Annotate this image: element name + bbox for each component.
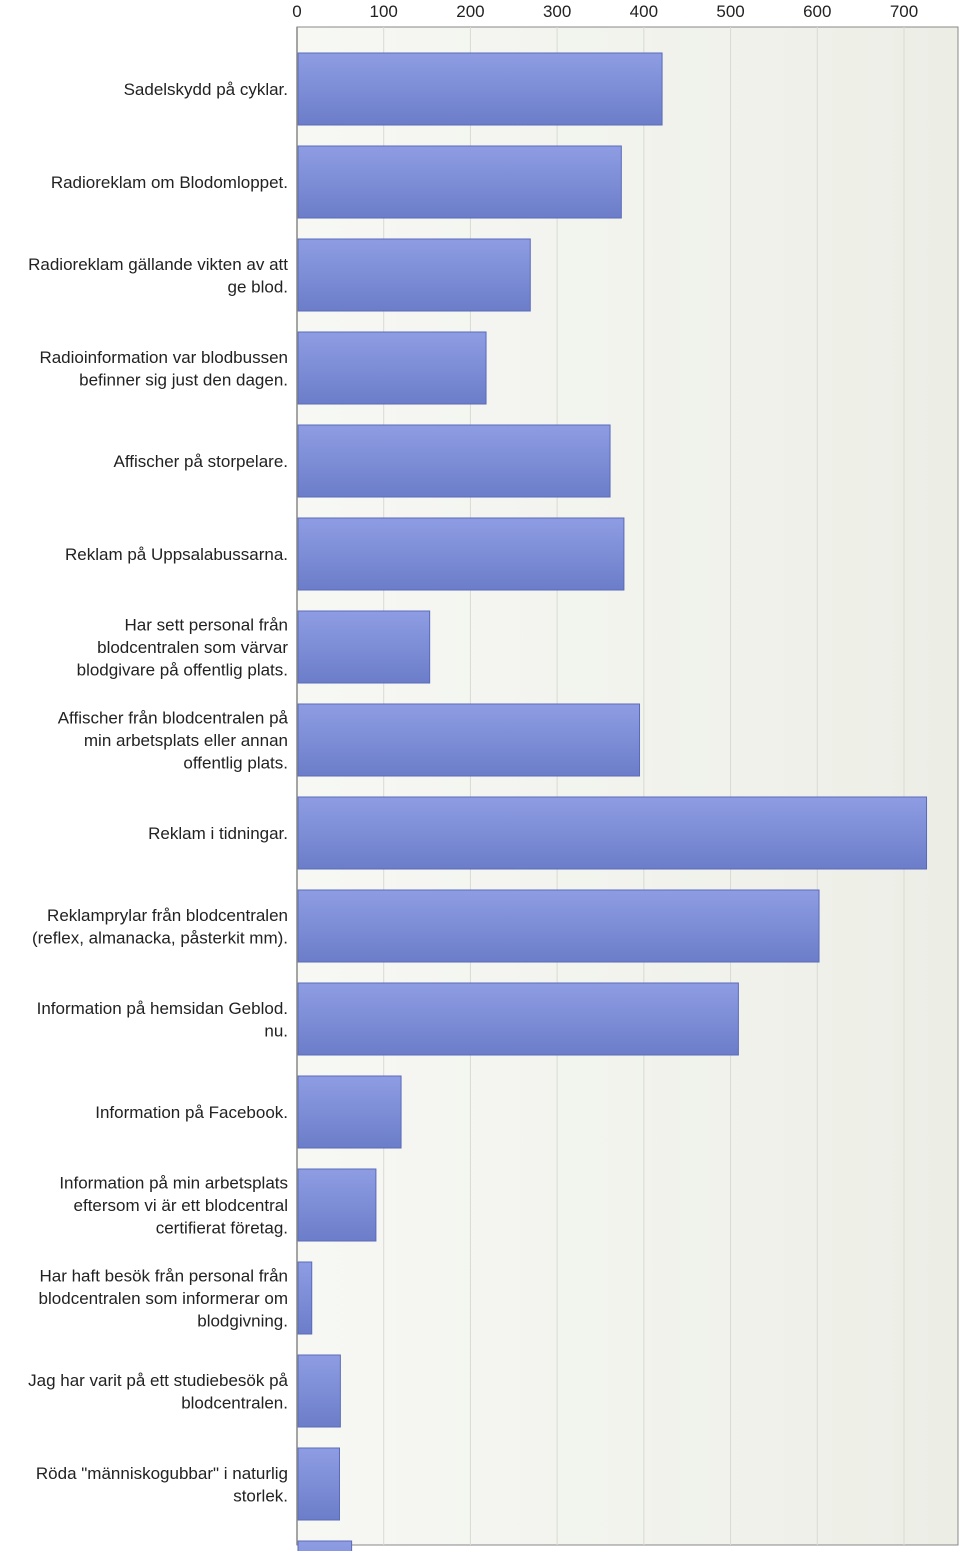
bar [297,424,611,498]
category-label: Sadelskydd på cyklar. [124,80,288,99]
category-label: Information på min arbetsplats eftersom v… [59,1174,288,1238]
bar [297,1540,353,1551]
bar [297,703,641,777]
category-label: Radioreklam om Blodomloppet. [51,173,288,192]
category-labels: Sadelskydd på cyklar. Radioreklam om Blod… [28,80,289,1506]
x-tick-label: 500 [716,2,744,21]
category-label: Affischer på storpelare. [114,452,289,471]
bar [297,610,431,684]
category-label: Information på Facebook. [95,1103,288,1122]
x-tick-label: 100 [370,2,398,21]
bar [297,796,928,870]
category-label: Radioreklam gällande vikten av att ge blo… [28,255,288,297]
category-label: Röda "människogubbar" i naturlig storlek. [36,1464,288,1506]
category-label: Reklam på Uppsalabussarna. [65,545,288,564]
category-label: Reklam i tidningar. [148,824,288,843]
x-tick-label: 300 [543,2,571,21]
bar [297,331,487,405]
x-tick-label: 600 [803,2,831,21]
bar [297,238,531,312]
bar [297,889,820,963]
x-tick-label: 200 [456,2,484,21]
x-tick-label: 0 [292,2,301,21]
bar [297,1168,377,1242]
bar [297,145,622,219]
category-label: Jag har varit på ett studiebesök på blodc… [28,1371,288,1413]
category-label: Har sett personal från blodcentralen som … [77,616,289,680]
bars [297,52,928,1551]
category-label: Affischer från blodcentralen på min arbet… [58,709,289,773]
bar [297,1447,340,1521]
bar [297,1354,341,1428]
x-axis-ticks: 0 100 200 300 400 500 600 700 [292,2,918,21]
category-label: Reklamprylar från blodcentralen (reflex, … [32,906,288,948]
bar [297,517,625,591]
category-label: Information på hemsidan Geblod. nu. [37,999,288,1041]
bar [297,1261,313,1335]
category-label: Har haft besök från personal från blodcen… [39,1267,288,1331]
bar [297,982,739,1056]
x-tick-label: 700 [890,2,918,21]
x-tick-label: 400 [630,2,658,21]
bar [297,52,663,126]
category-label: Radioinformation var blodbussen befinner … [39,348,288,390]
bar [297,1075,402,1149]
